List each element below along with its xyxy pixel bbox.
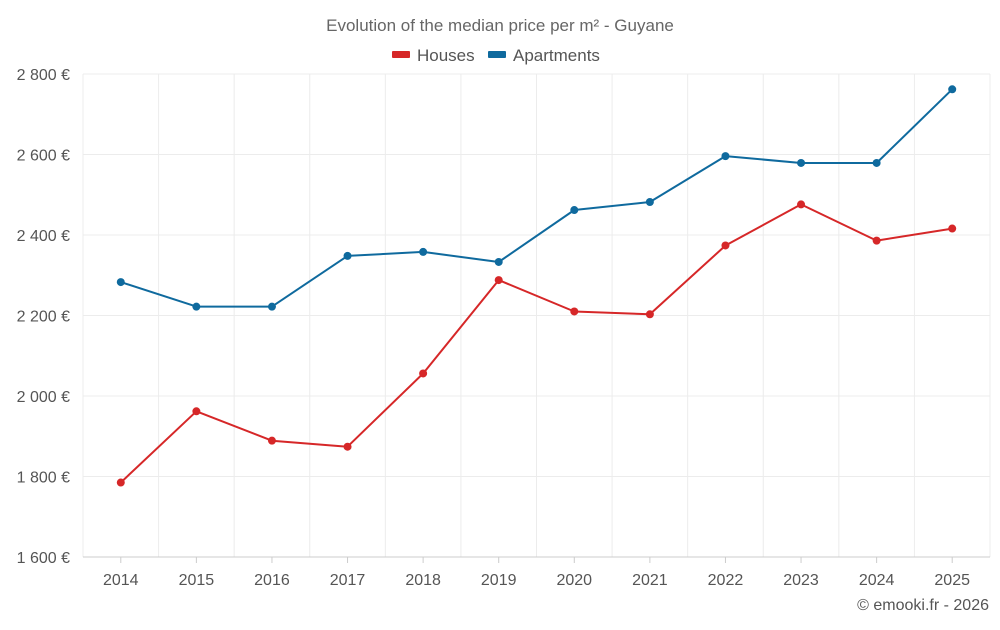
credit-text: © emooki.fr - 2026	[857, 597, 989, 614]
data-point-apartments[interactable]	[948, 85, 957, 94]
y-tick-label: 2 800 €	[17, 67, 70, 84]
chart-title: Evolution of the median price per m² - G…	[326, 16, 674, 35]
y-tick-label: 2 400 €	[17, 228, 70, 245]
y-tick-label: 2 200 €	[17, 309, 70, 326]
data-point-houses[interactable]	[645, 310, 654, 319]
data-point-apartments[interactable]	[645, 197, 654, 206]
x-tick-label: 2019	[481, 572, 517, 589]
data-point-houses[interactable]	[419, 369, 428, 378]
data-point-houses[interactable]	[872, 236, 881, 245]
x-tick-label: 2022	[708, 572, 744, 589]
data-point-apartments[interactable]	[797, 158, 806, 167]
data-point-houses[interactable]	[570, 307, 579, 316]
data-point-apartments[interactable]	[343, 251, 352, 260]
legend-label-houses: Houses	[417, 46, 475, 65]
y-tick-label: 2 000 €	[17, 389, 70, 406]
data-point-houses[interactable]	[343, 442, 352, 451]
data-point-houses[interactable]	[267, 436, 276, 445]
x-tick-label: 2014	[103, 572, 139, 589]
data-point-apartments[interactable]	[570, 206, 579, 215]
data-point-houses[interactable]	[116, 478, 125, 487]
y-tick-label: 2 600 €	[17, 148, 70, 165]
data-point-houses[interactable]	[721, 241, 730, 250]
x-tick-label: 2016	[254, 572, 290, 589]
series-line-houses	[120, 203, 953, 484]
legend-swatch-houses	[392, 51, 410, 58]
y-tick-label: 1 600 €	[17, 550, 70, 567]
data-point-houses[interactable]	[797, 200, 806, 209]
x-tick-label: 2020	[556, 572, 592, 589]
data-point-houses[interactable]	[948, 224, 957, 233]
data-point-apartments[interactable]	[192, 302, 201, 311]
y-tick-label: 1 800 €	[17, 470, 70, 487]
data-point-apartments[interactable]	[494, 257, 503, 266]
x-tick-label: 2017	[330, 572, 366, 589]
data-point-apartments[interactable]	[872, 158, 881, 167]
data-point-apartments[interactable]	[721, 152, 730, 161]
grid	[82, 73, 991, 557]
x-tick-label: 2021	[632, 572, 668, 589]
axes: 1 600 € 1 800 € 2 000 € 2 200 € 2 400 € 2 600…	[17, 67, 990, 589]
series	[116, 85, 957, 487]
x-tick-label: 2024	[859, 572, 895, 589]
data-point-apartments[interactable]	[267, 302, 276, 311]
data-point-houses[interactable]	[192, 407, 201, 416]
legend-label-apartments: Apartments	[513, 46, 600, 65]
legend-item-houses[interactable]: Houses	[392, 46, 475, 65]
x-tick-label: 2015	[179, 572, 215, 589]
data-point-houses[interactable]	[494, 276, 503, 285]
series-line-apartments	[120, 88, 953, 308]
x-tick-label: 2023	[783, 572, 819, 589]
data-point-apartments[interactable]	[116, 278, 125, 287]
x-tick-label: 2025	[934, 572, 970, 589]
legend-item-apartments[interactable]: Apartments	[488, 46, 600, 65]
data-point-apartments[interactable]	[419, 247, 428, 256]
x-tick-label: 2018	[405, 572, 441, 589]
legend-swatch-apartments	[488, 51, 506, 58]
legend: Houses Apartments	[392, 46, 600, 65]
